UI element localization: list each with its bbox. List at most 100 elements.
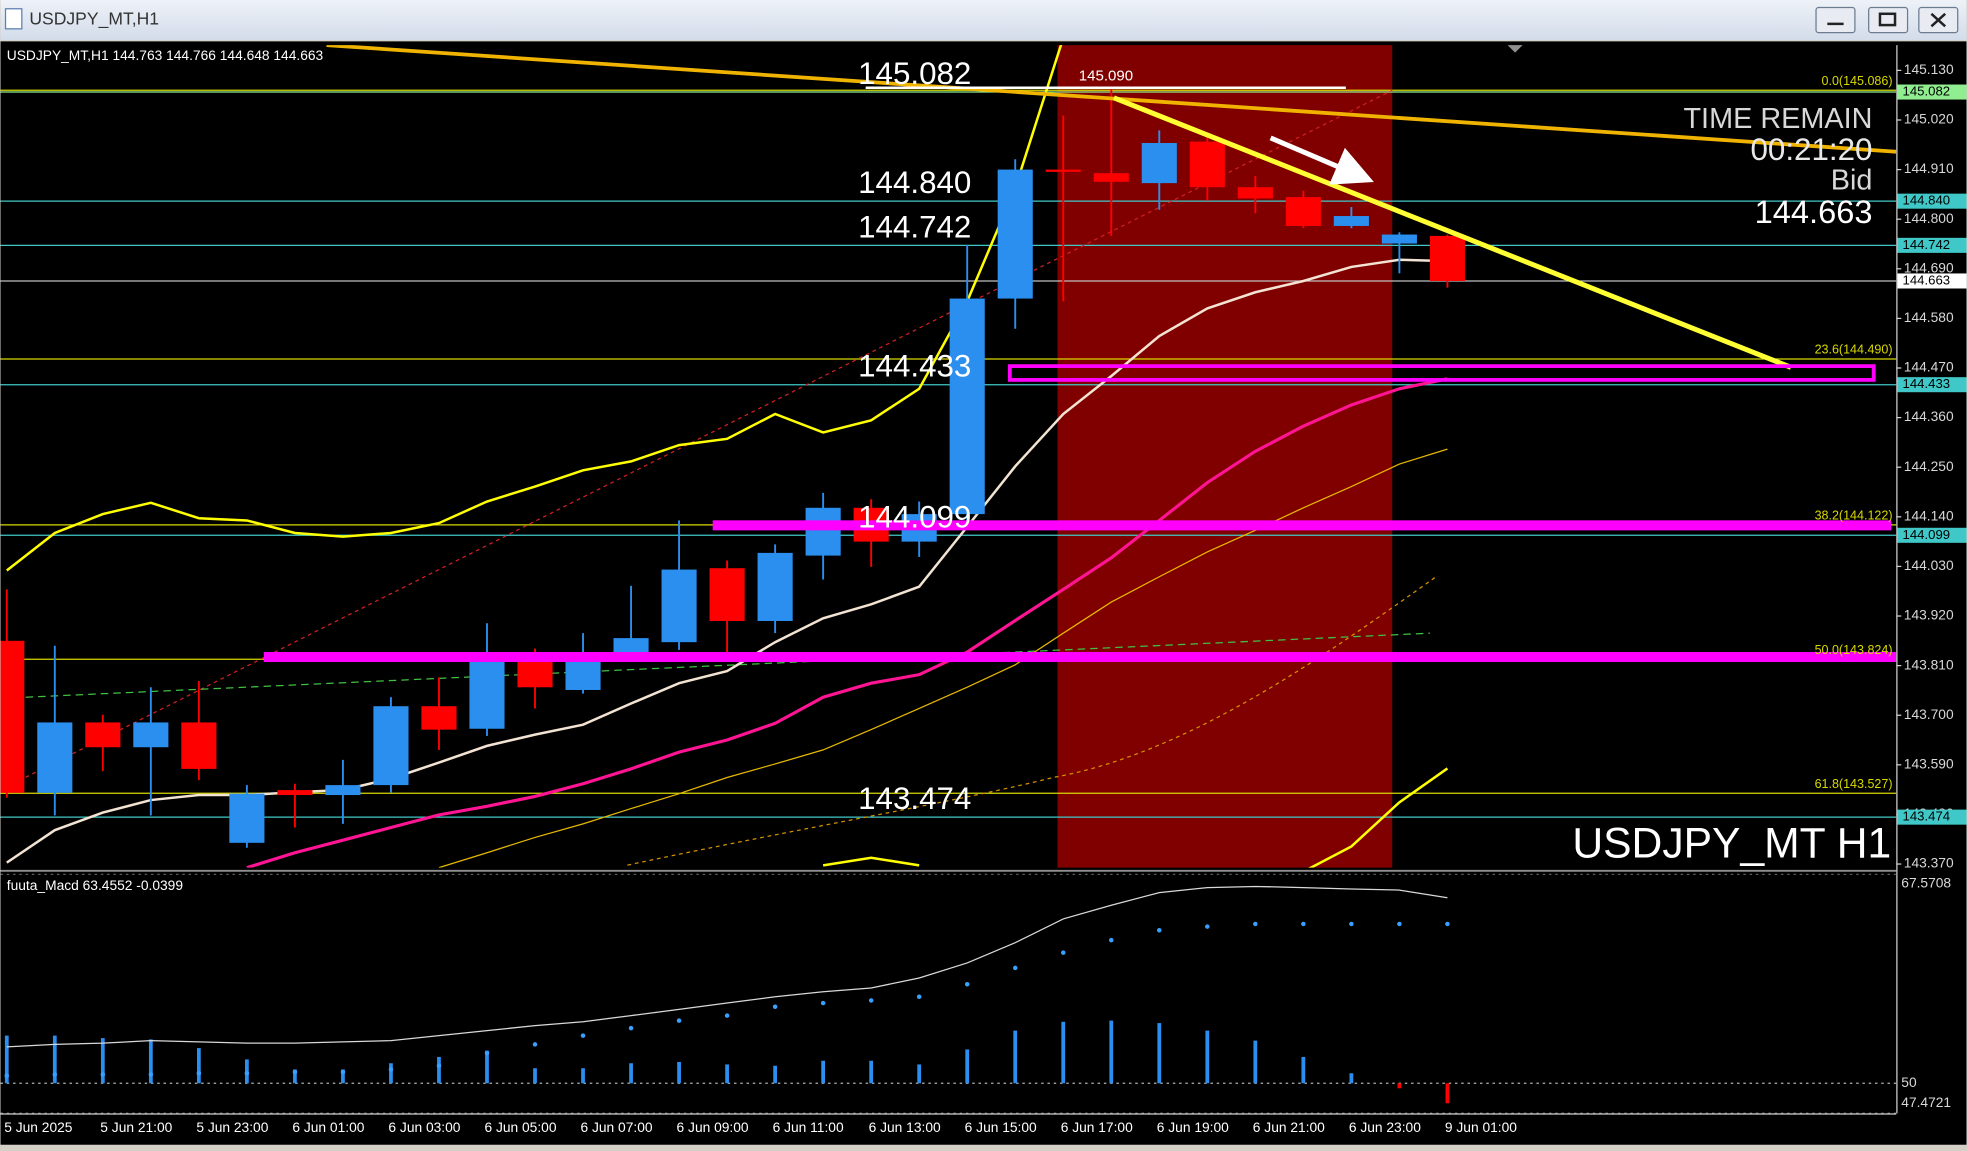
y-tick-label: 144.140 — [1904, 508, 1954, 523]
y-tick-label: 144.800 — [1904, 211, 1954, 226]
signal-dot — [532, 1042, 538, 1047]
signal-dot — [436, 1063, 442, 1069]
title-bar — [0, 0, 1967, 41]
macd-header: fuuta_Macd 63.4552 -0.0399 — [7, 878, 184, 893]
candle-body — [37, 722, 73, 793]
signal-dot — [676, 1018, 682, 1023]
macd-bar — [4, 1035, 9, 1084]
candle-body — [661, 569, 697, 643]
macd-bar — [341, 1069, 345, 1084]
x-tick-label: 6 Jun 09:00 — [677, 1120, 749, 1135]
candle-body — [757, 552, 793, 621]
y-tick-label: 143.920 — [1904, 608, 1954, 623]
signal-dot — [820, 1000, 826, 1006]
x-tick-label: 6 Jun 15:00 — [965, 1120, 1037, 1135]
price-plot — [0, 45, 1465, 868]
macd-bar — [1445, 1083, 1450, 1104]
macd-bar — [389, 1063, 393, 1084]
macd-bar — [485, 1050, 489, 1084]
bid-tag-label: 144.663 — [1903, 272, 1951, 287]
macd-bar — [917, 1064, 922, 1084]
restore-button[interactable] — [1868, 6, 1909, 34]
signal-dot — [244, 1070, 250, 1076]
macd-plot — [0, 873, 1897, 1114]
candle-body — [0, 640, 25, 793]
signal-dot — [1012, 965, 1018, 971]
fib-label: 61.8(143.527) — [1815, 777, 1893, 791]
x-tick-label: 6 Jun 11:00 — [773, 1120, 844, 1135]
macd-bar — [437, 1056, 441, 1084]
level-tag-label: 143.474 — [1903, 809, 1951, 824]
y-tick-label: 50 — [1901, 1075, 1917, 1090]
signal-dot — [1301, 921, 1306, 927]
signal-dot — [100, 1072, 106, 1077]
x-tick-label: 6 Jun 05:00 — [484, 1120, 556, 1135]
macd-bar — [196, 1048, 201, 1084]
macd-bar — [148, 1039, 153, 1084]
shift-marker — [1507, 45, 1523, 53]
level-tag-label: 144.742 — [1903, 237, 1951, 252]
x-tick-label: 6 Jun 03:00 — [388, 1120, 460, 1135]
candle-body — [133, 722, 169, 748]
drawings-over — [263, 45, 1897, 663]
signal-dot — [916, 994, 922, 1000]
candle-body — [325, 785, 361, 796]
minimize-button[interactable] — [1815, 6, 1856, 34]
candle-body — [565, 662, 601, 690]
macd-bar — [725, 1064, 729, 1084]
x-tick-label: 6 Jun 13:00 — [869, 1120, 941, 1135]
candle-body — [805, 507, 841, 556]
macd-bar — [1397, 1083, 1402, 1089]
close-button[interactable] — [1918, 6, 1959, 34]
x-tick-label: 9 Jun 01:00 — [1445, 1120, 1517, 1135]
macd-bar — [52, 1035, 57, 1084]
macd-bar — [581, 1068, 585, 1084]
axes-layer: 145.130 145.020 144.910 144.800 144.690 144.5… — [4, 62, 1967, 1135]
indicator-line — [822, 767, 1449, 868]
macd-bar — [1061, 1021, 1066, 1084]
signal-dot — [52, 1072, 58, 1077]
candle-body — [1189, 141, 1225, 188]
y-tick-label: 143.370 — [1904, 856, 1954, 871]
macd-bar — [677, 1061, 681, 1084]
signal-dot — [1397, 921, 1402, 927]
candle-body — [1333, 216, 1369, 226]
signal-dot — [964, 981, 970, 987]
level-tag — [1897, 193, 1967, 209]
macd-bar — [1013, 1030, 1018, 1084]
signal-dot — [724, 1013, 730, 1018]
signal-dot — [1205, 924, 1210, 929]
macd-bar — [965, 1049, 970, 1084]
x-tick-label: 5 Jun 2025 — [4, 1120, 73, 1135]
candle-body — [373, 706, 409, 786]
x-tick-label: 5 Jun 21:00 — [100, 1120, 172, 1135]
signal-dot — [1253, 921, 1258, 927]
window-icon — [4, 8, 23, 30]
signal-dot — [1157, 928, 1162, 933]
level-label: 144.433 — [858, 349, 971, 384]
candle-body — [709, 568, 745, 621]
macd-bar — [1253, 1040, 1258, 1084]
macd-bar — [1301, 1056, 1306, 1084]
signal-dot — [580, 1033, 586, 1038]
x-tick-label: 6 Jun 19:00 — [1157, 1120, 1229, 1135]
level-label: 144.840 — [858, 165, 971, 200]
y-tick-label: 145.130 — [1904, 62, 1954, 77]
y-tick-label: 67.5708 — [1901, 876, 1951, 891]
signal-dot — [196, 1070, 202, 1076]
y-tick-label: 143.700 — [1904, 707, 1954, 722]
y-tick-label: 144.910 — [1904, 161, 1954, 176]
macd-bar — [1205, 1030, 1210, 1084]
level-tag — [1897, 809, 1967, 825]
macd-bar — [1349, 1073, 1354, 1084]
x-tick-label: 6 Jun 23:00 — [1349, 1120, 1421, 1135]
candle-body — [421, 706, 457, 730]
candle-body — [181, 722, 217, 769]
labels-layer: 0.0(145.086) 23.6(144.490) 38.2(144.122) 50… — [858, 56, 1892, 816]
level-tag — [1897, 377, 1967, 393]
macd-bar — [1157, 1023, 1162, 1084]
candle-body — [1237, 187, 1273, 199]
signal-dot — [340, 1069, 346, 1075]
bid-label: Bid — [1831, 164, 1873, 196]
signal-dot — [148, 1072, 154, 1077]
